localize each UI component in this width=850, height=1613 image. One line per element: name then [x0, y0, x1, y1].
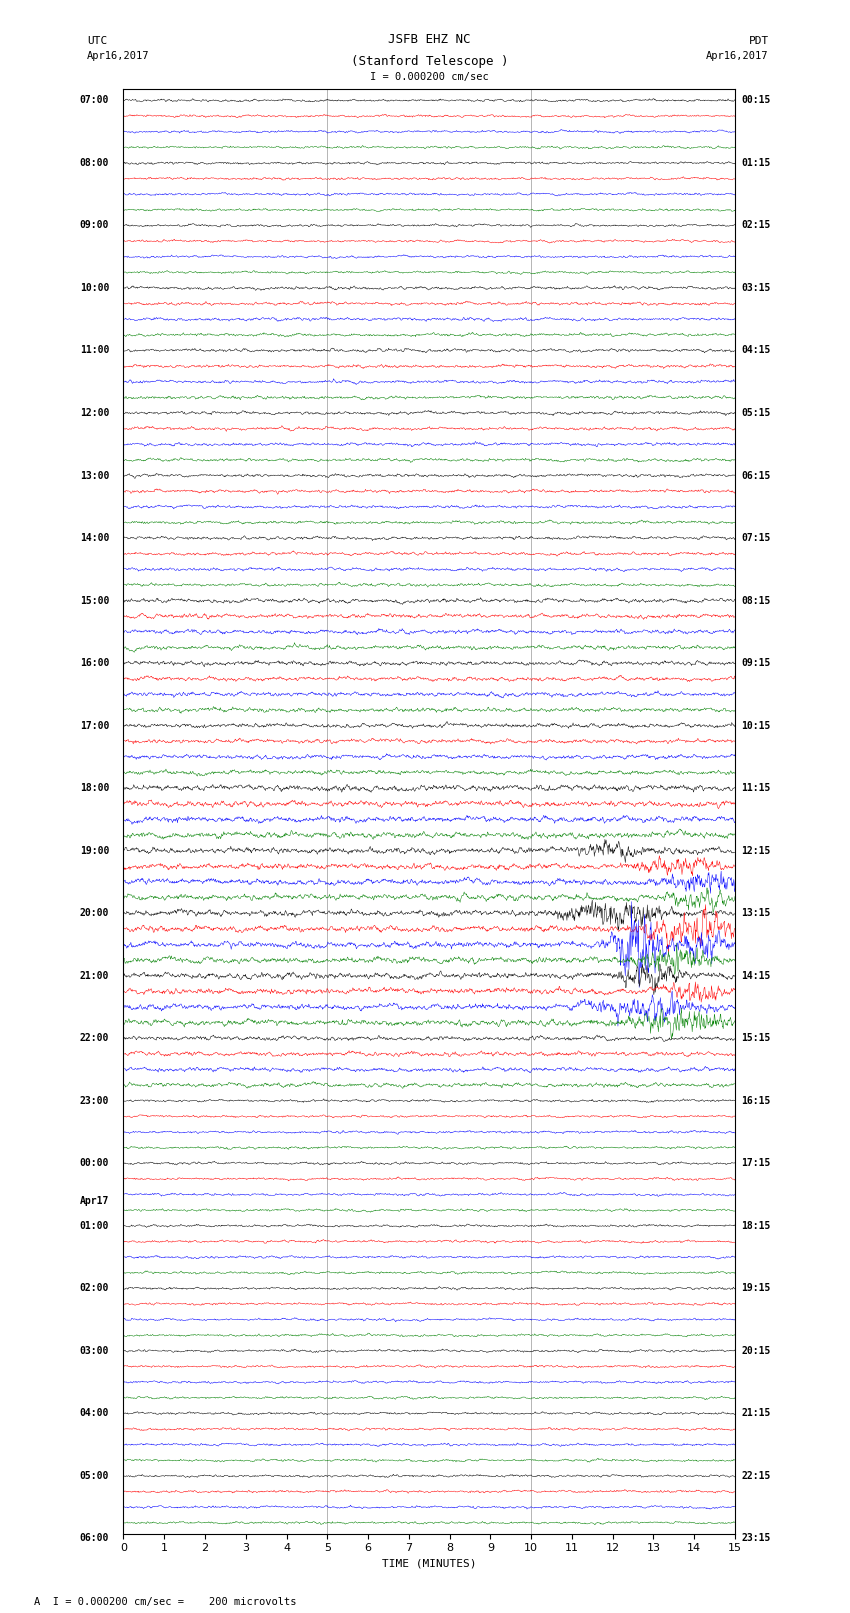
Text: 14:00: 14:00: [80, 532, 110, 544]
Text: 03:15: 03:15: [741, 282, 770, 294]
Text: 08:15: 08:15: [741, 595, 770, 605]
Text: 11:00: 11:00: [80, 345, 110, 355]
Text: 05:15: 05:15: [741, 408, 770, 418]
Text: 22:15: 22:15: [741, 1471, 770, 1481]
Text: 13:15: 13:15: [741, 908, 770, 918]
Text: 23:00: 23:00: [80, 1095, 110, 1107]
Text: JSFB EHZ NC: JSFB EHZ NC: [388, 34, 471, 47]
Text: 21:15: 21:15: [741, 1408, 770, 1418]
Text: 03:00: 03:00: [80, 1345, 110, 1357]
Text: 04:00: 04:00: [80, 1408, 110, 1418]
Text: 17:00: 17:00: [80, 721, 110, 731]
Text: 20:15: 20:15: [741, 1345, 770, 1357]
X-axis label: TIME (MINUTES): TIME (MINUTES): [382, 1560, 477, 1569]
Text: 09:00: 09:00: [80, 221, 110, 231]
Text: 16:15: 16:15: [741, 1095, 770, 1107]
Text: A  I = 0.000200 cm/sec =    200 microvolts: A I = 0.000200 cm/sec = 200 microvolts: [34, 1597, 297, 1607]
Text: 00:15: 00:15: [741, 95, 770, 105]
Text: 00:00: 00:00: [80, 1158, 110, 1168]
Text: 22:00: 22:00: [80, 1034, 110, 1044]
Text: 19:15: 19:15: [741, 1284, 770, 1294]
Text: 01:00: 01:00: [80, 1221, 110, 1231]
Text: Apr16,2017: Apr16,2017: [706, 50, 768, 61]
Text: 06:00: 06:00: [80, 1534, 110, 1544]
Text: 23:15: 23:15: [741, 1534, 770, 1544]
Text: 16:00: 16:00: [80, 658, 110, 668]
Text: PDT: PDT: [748, 35, 768, 47]
Text: 06:15: 06:15: [741, 471, 770, 481]
Text: 13:00: 13:00: [80, 471, 110, 481]
Text: 18:15: 18:15: [741, 1221, 770, 1231]
Text: 02:15: 02:15: [741, 221, 770, 231]
Text: Apr17: Apr17: [80, 1195, 110, 1207]
Text: 04:15: 04:15: [741, 345, 770, 355]
Text: 15:15: 15:15: [741, 1034, 770, 1044]
Text: 07:15: 07:15: [741, 532, 770, 544]
Text: 10:00: 10:00: [80, 282, 110, 294]
Text: 01:15: 01:15: [741, 158, 770, 168]
Text: 09:15: 09:15: [741, 658, 770, 668]
Text: 17:15: 17:15: [741, 1158, 770, 1168]
Text: 15:00: 15:00: [80, 595, 110, 605]
Text: 14:15: 14:15: [741, 971, 770, 981]
Text: I = 0.000200 cm/sec: I = 0.000200 cm/sec: [370, 73, 489, 82]
Text: 20:00: 20:00: [80, 908, 110, 918]
Text: 18:00: 18:00: [80, 784, 110, 794]
Text: 05:00: 05:00: [80, 1471, 110, 1481]
Text: (Stanford Telescope ): (Stanford Telescope ): [350, 55, 508, 68]
Text: 08:00: 08:00: [80, 158, 110, 168]
Text: 07:00: 07:00: [80, 95, 110, 105]
Text: Apr16,2017: Apr16,2017: [87, 50, 150, 61]
Text: 02:00: 02:00: [80, 1284, 110, 1294]
Text: 12:15: 12:15: [741, 845, 770, 855]
Text: 19:00: 19:00: [80, 845, 110, 855]
Text: 21:00: 21:00: [80, 971, 110, 981]
Text: 12:00: 12:00: [80, 408, 110, 418]
Text: 10:15: 10:15: [741, 721, 770, 731]
Text: UTC: UTC: [87, 35, 107, 47]
Text: 11:15: 11:15: [741, 784, 770, 794]
